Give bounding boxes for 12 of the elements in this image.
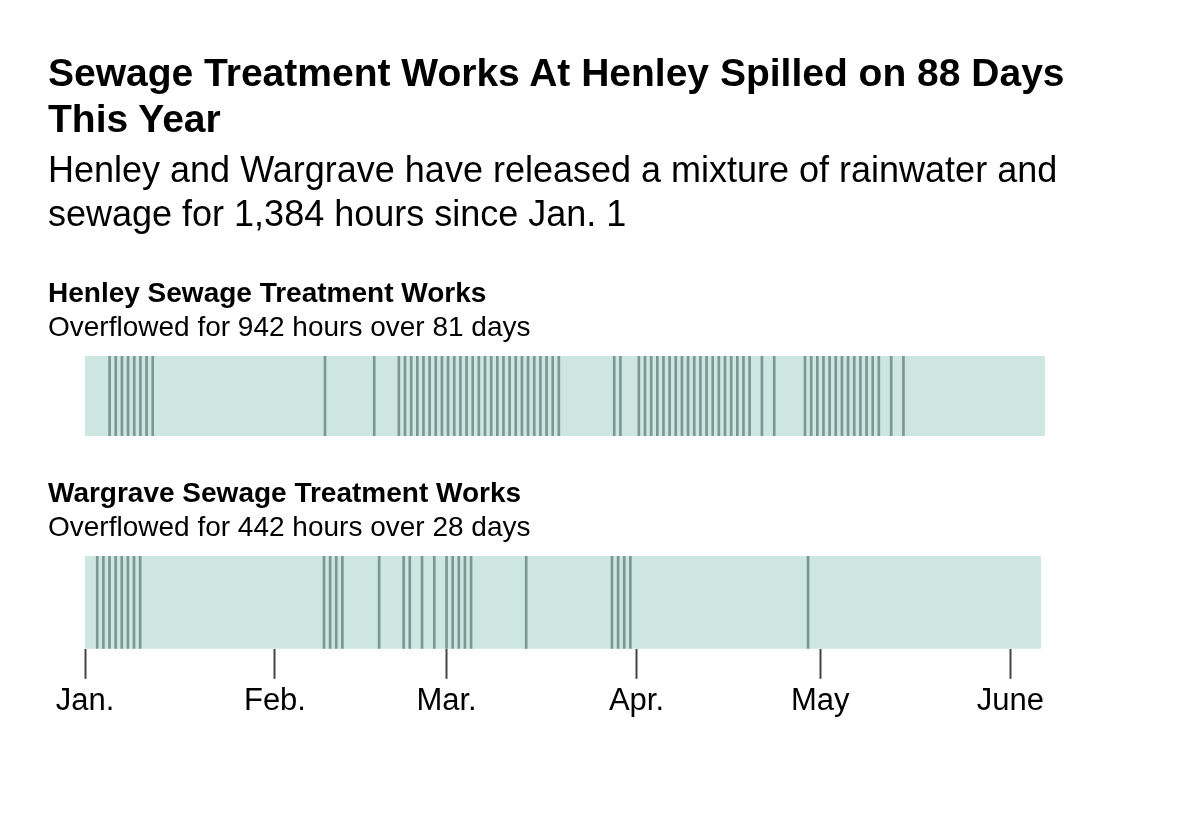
chart-subtitle: Overflowed for 942 hours over 81 days — [48, 310, 532, 344]
x-tick-label: Apr. — [608, 681, 665, 717]
x-tick-label: May — [791, 681, 851, 717]
text: Henley and Wargrave have released a mixture of rainwater and sewage for 1,384 hours since Jan. 1 — [48, 148, 1059, 236]
x-tick-label: Mar. — [416, 681, 477, 717]
x-tick-label: Jan. — [55, 681, 115, 717]
chart-subtitle: Overflowed for 442 hours over 28 days — [48, 510, 532, 544]
x-tick-label: June — [976, 681, 1044, 717]
chart-title: Henley Sewage Treatment Works — [48, 276, 488, 310]
x-tick-label: Feb. — [243, 681, 306, 717]
chart-title: Wargrave Sewage Treatment Works — [48, 476, 523, 510]
text: Sewage Treatment Works At Henley Spilled on 88 Days This Year — [48, 50, 1066, 142]
